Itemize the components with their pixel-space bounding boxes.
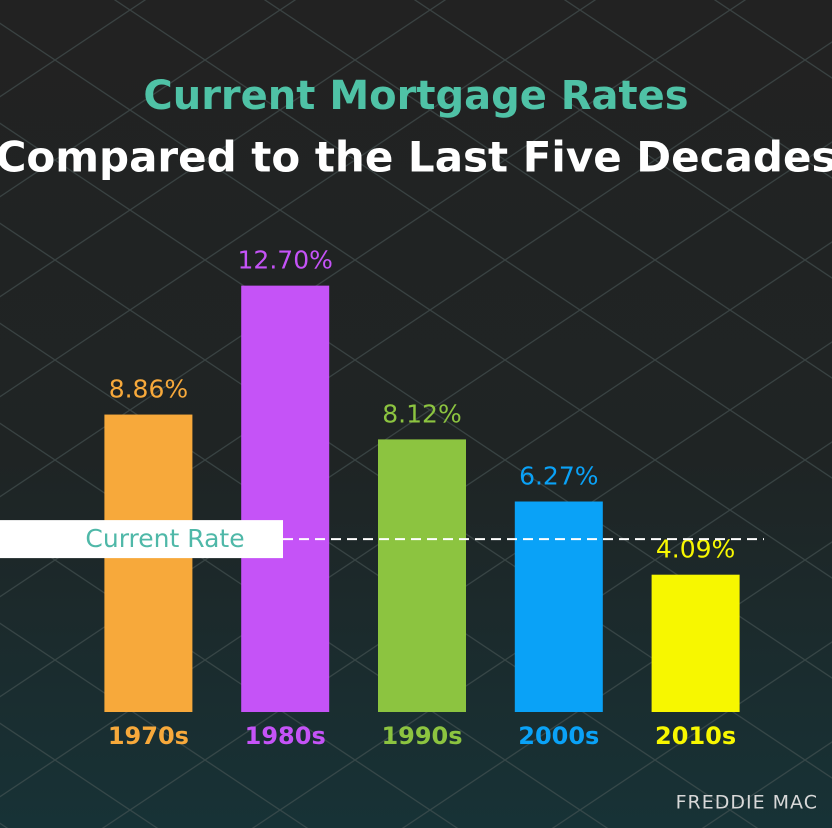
bar [651, 574, 740, 712]
bar [514, 501, 603, 712]
reference-label: Current Rate [85, 524, 244, 553]
x-tick-label: 2000s [518, 722, 599, 750]
value-label: 12.70% [238, 246, 333, 275]
chart-title: Current Mortgage Rates [143, 73, 688, 119]
value-label: 8.12% [382, 399, 461, 428]
source: FREDDIE MAC [676, 792, 818, 814]
x-tick-label: 1980s [245, 722, 326, 750]
bar [378, 439, 466, 712]
chart-subtitle: Compared to the Last Five Decades [0, 133, 832, 182]
x-tick-label: 2010s [655, 722, 736, 750]
x-tick-label: 1990s [381, 722, 462, 750]
value-label: 8.86% [109, 375, 188, 404]
bar [104, 414, 193, 712]
x-tick-label: 1970s [108, 722, 189, 750]
reference-label-box [0, 520, 283, 559]
value-label: 6.27% [519, 462, 598, 491]
bar [241, 285, 330, 712]
